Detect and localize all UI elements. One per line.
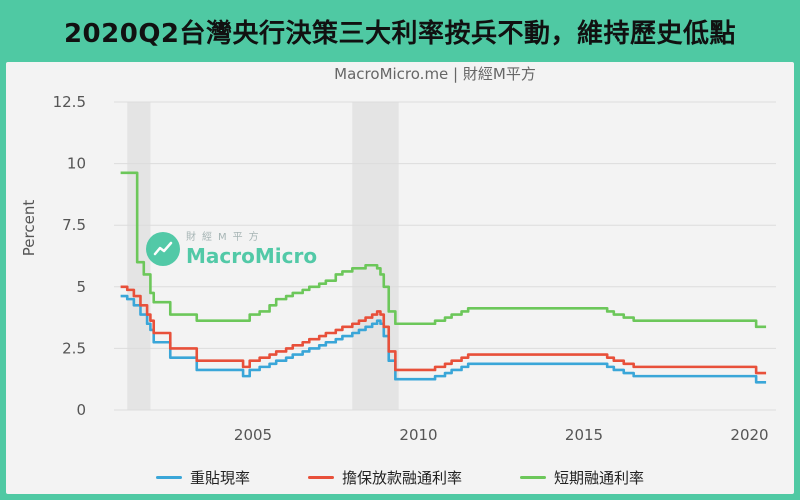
x-tick-label: 2015 <box>565 426 603 444</box>
series-line-3 <box>120 171 767 329</box>
legend-item-3[interactable]: 短期融通利率 <box>520 467 644 488</box>
legend-swatch <box>307 475 334 479</box>
y-tick-label: 12.5 <box>53 93 86 111</box>
legend-label: 短期融通利率 <box>554 468 645 487</box>
shaded-period <box>127 102 151 410</box>
watermark-subtitle: 財經M平方 <box>186 231 265 243</box>
page-title: 2020Q2台灣央行決策三大利率按兵不動，維持歷史低點 <box>63 18 737 49</box>
legend-label: 擔保放款融通利率 <box>341 468 462 487</box>
chart-panel: 0 2.5 5 7.5 10 12.5 2005 2010 2015 2020 MacroMicro… <box>6 62 794 494</box>
legend-item-1[interactable]: 重貼現率 <box>155 467 250 488</box>
x-tick-label: 2010 <box>399 426 437 444</box>
chart-trend-icon <box>146 232 180 266</box>
x-tick-label: 2020 <box>730 426 768 444</box>
legend-swatch <box>520 475 546 479</box>
shaded-period <box>352 102 399 410</box>
legend-item-2[interactable]: 擔保放款融通利率 <box>307 467 462 488</box>
series-line-2 <box>120 285 767 375</box>
y-axis-label: Percent <box>20 200 38 257</box>
y-tick-label: 5 <box>76 278 86 296</box>
y-tick-label: 7.5 <box>62 216 86 234</box>
y-tick-label: 2.5 <box>62 339 86 357</box>
header-banner: 2020Q2台灣央行決策三大利率按兵不動，維持歷史低點 <box>0 0 800 62</box>
series-line-1 <box>120 294 767 384</box>
watermark-brand: MacroMicro <box>186 243 318 268</box>
line-chart: 0 2.5 5 7.5 10 12.5 2005 2010 2015 2020 MacroMicro… <box>20 65 776 444</box>
x-tick-label: 2005 <box>234 426 272 444</box>
y-tick-label: 0 <box>76 401 86 419</box>
legend-label: 重貼現率 <box>189 468 250 487</box>
y-tick-label: 10 <box>67 155 86 173</box>
watermark: 財經M平方 MacroMicro <box>146 232 317 266</box>
chart-legend: 重貼現率 擔保放款融通利率 短期融通利率 <box>6 464 794 490</box>
chart-title: MacroMicro.me | 財經M平方 <box>334 65 536 83</box>
legend-swatch <box>155 475 182 479</box>
